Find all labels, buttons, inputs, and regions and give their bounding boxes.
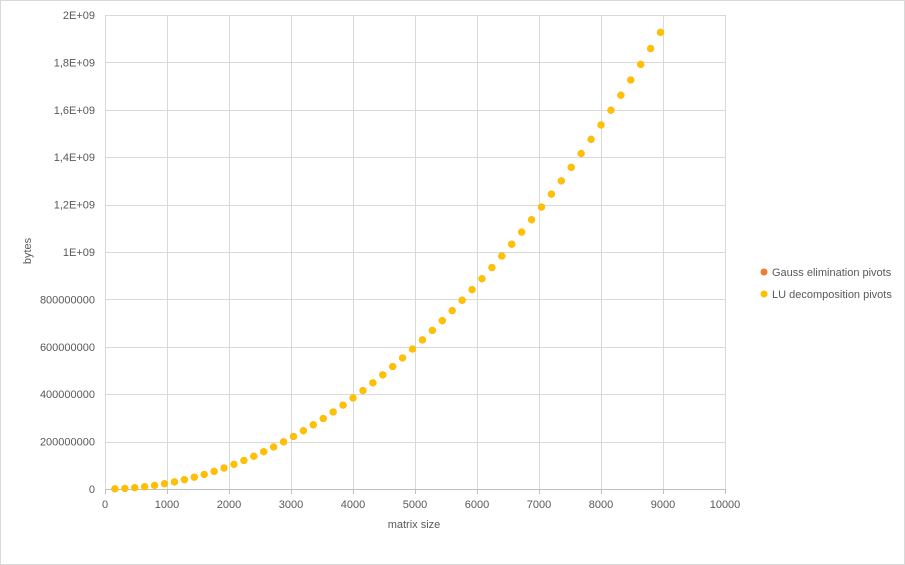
x-axis-title: matrix size xyxy=(388,519,441,531)
data-point xyxy=(389,362,397,371)
x-tick-label: 0 xyxy=(102,499,108,511)
data-point xyxy=(299,427,307,435)
data-point xyxy=(438,317,446,325)
data-point xyxy=(379,371,387,379)
legend-marker-lu xyxy=(760,290,768,298)
data-points xyxy=(111,28,665,493)
data-point xyxy=(557,177,565,185)
y-tick-label: 2E+09 xyxy=(63,10,95,22)
data-point xyxy=(428,326,436,335)
data-point xyxy=(448,307,456,315)
data-point xyxy=(289,432,298,441)
data-point xyxy=(309,421,317,429)
data-point xyxy=(587,135,595,143)
y-tick-label: 1E+09 xyxy=(63,247,95,259)
data-point xyxy=(319,414,327,423)
y-axis-title: bytes xyxy=(22,237,34,264)
data-point xyxy=(399,354,407,362)
data-point xyxy=(418,336,427,344)
data-point xyxy=(250,452,258,460)
series-lu xyxy=(111,28,665,493)
data-point xyxy=(131,484,139,492)
legend: Gauss elimination pivots LU decompositio… xyxy=(760,267,893,301)
y-tick-label: 400000000 xyxy=(40,389,95,401)
data-point xyxy=(508,240,516,248)
data-point xyxy=(607,106,615,114)
gridlines xyxy=(105,15,726,489)
data-point xyxy=(617,91,625,99)
y-tick-label: 800000000 xyxy=(40,294,95,306)
x-tick-label: 6000 xyxy=(465,499,489,511)
y-tick-label: 0 xyxy=(89,484,95,496)
data-point xyxy=(478,275,486,283)
data-point xyxy=(329,408,337,416)
data-point xyxy=(160,480,169,488)
x-tick-label: 2000 xyxy=(217,499,241,511)
data-point xyxy=(369,379,377,387)
data-point xyxy=(627,76,635,84)
legend-marker-gauss xyxy=(760,268,768,276)
data-point xyxy=(230,460,238,468)
data-point xyxy=(190,473,198,481)
data-point xyxy=(458,296,466,304)
data-point xyxy=(200,470,208,479)
data-point xyxy=(151,481,159,489)
data-point xyxy=(597,121,605,129)
data-point xyxy=(279,438,288,446)
y-tick-label: 200000000 xyxy=(40,437,95,449)
x-tick-label: 4000 xyxy=(341,499,365,511)
x-tick-label: 9000 xyxy=(651,499,675,511)
axes: 0 200000000 400000000 600000000 800000000 1E+… xyxy=(40,10,740,511)
data-point xyxy=(468,286,476,294)
x-tick-label: 1000 xyxy=(155,499,179,511)
data-point xyxy=(349,394,357,402)
legend-item-lu[interactable]: LU decomposition pivots xyxy=(760,289,893,301)
data-point xyxy=(170,478,179,486)
data-point xyxy=(220,464,228,472)
data-point xyxy=(141,483,149,491)
x-tick-label: 3000 xyxy=(279,499,303,511)
series-gauss xyxy=(111,28,665,493)
y-tick-label: 1,8E+09 xyxy=(54,57,95,69)
data-point xyxy=(656,28,665,36)
data-point xyxy=(111,485,119,493)
y-tick-label: 1,2E+09 xyxy=(54,200,95,212)
data-point xyxy=(339,401,347,409)
data-point xyxy=(359,386,367,395)
data-point xyxy=(270,443,278,451)
x-tick-label: 5000 xyxy=(403,499,427,511)
data-point xyxy=(637,60,645,68)
data-point xyxy=(567,163,575,171)
legend-item-gauss[interactable]: Gauss elimination pivots xyxy=(760,267,892,279)
data-point xyxy=(577,149,585,158)
data-point xyxy=(527,216,536,224)
legend-label-lu: LU decomposition pivots xyxy=(772,289,892,301)
data-point xyxy=(537,203,546,211)
data-point xyxy=(518,228,526,236)
data-point xyxy=(547,190,556,198)
data-point xyxy=(408,345,417,353)
data-point xyxy=(498,252,506,260)
data-point xyxy=(121,484,129,493)
x-tick-label: 10000 xyxy=(710,499,741,511)
data-point xyxy=(647,44,655,53)
y-tick-label: 600000000 xyxy=(40,342,95,354)
data-point xyxy=(240,456,248,465)
data-point xyxy=(260,448,268,456)
y-tick-label: 1,4E+09 xyxy=(54,152,95,164)
data-point xyxy=(488,263,496,272)
y-tick-label: 1,6E+09 xyxy=(54,105,95,117)
legend-label-gauss: Gauss elimination pivots xyxy=(772,267,892,279)
x-tick-label: 8000 xyxy=(589,499,613,511)
data-point xyxy=(180,476,188,484)
x-tick-label: 7000 xyxy=(527,499,551,511)
data-point xyxy=(210,467,218,475)
